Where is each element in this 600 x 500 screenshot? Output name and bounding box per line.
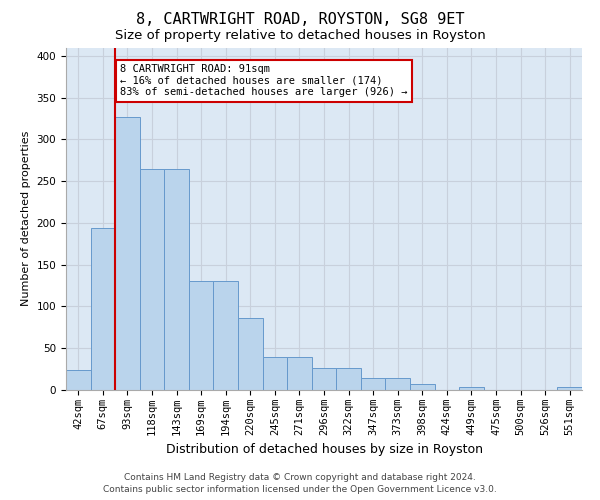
Bar: [164, 168, 189, 390]
Bar: [238, 318, 263, 390]
Text: Contains HM Land Registry data © Crown copyright and database right 2024.
Contai: Contains HM Land Registry data © Crown c…: [103, 472, 497, 494]
Text: 8, CARTWRIGHT ROAD, ROYSTON, SG8 9ET: 8, CARTWRIGHT ROAD, ROYSTON, SG8 9ET: [136, 12, 464, 28]
Bar: [214, 282, 238, 390]
Bar: [115, 117, 140, 390]
Bar: [91, 228, 115, 390]
Text: 8 CARTWRIGHT ROAD: 91sqm
← 16% of detached houses are smaller (174)
83% of semi-: 8 CARTWRIGHT ROAD: 91sqm ← 16% of detach…: [120, 64, 407, 98]
Bar: [385, 378, 410, 390]
Bar: [66, 370, 91, 390]
Bar: [287, 358, 312, 390]
Bar: [361, 378, 385, 390]
X-axis label: Distribution of detached houses by size in Royston: Distribution of detached houses by size …: [166, 444, 482, 456]
Bar: [312, 368, 336, 390]
Y-axis label: Number of detached properties: Number of detached properties: [21, 131, 31, 306]
Bar: [263, 358, 287, 390]
Bar: [140, 168, 164, 390]
Bar: [189, 282, 214, 390]
Bar: [410, 384, 434, 390]
Text: Size of property relative to detached houses in Royston: Size of property relative to detached ho…: [115, 29, 485, 42]
Bar: [557, 386, 582, 390]
Bar: [459, 386, 484, 390]
Bar: [336, 368, 361, 390]
